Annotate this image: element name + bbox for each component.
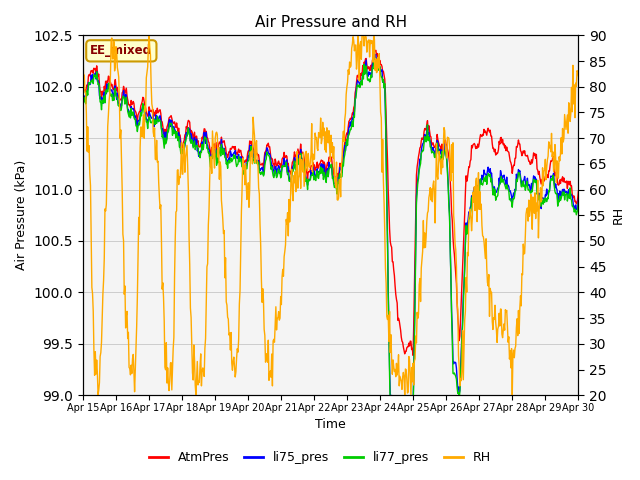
Bar — [83, 87, 579, 138]
Title: Air Pressure and RH: Air Pressure and RH — [255, 15, 406, 30]
Bar — [83, 190, 579, 241]
Bar — [83, 292, 579, 344]
Bar — [83, 344, 579, 395]
Legend: AtmPres, li75_pres, li77_pres, RH: AtmPres, li75_pres, li77_pres, RH — [144, 446, 496, 469]
Y-axis label: RH: RH — [612, 206, 625, 224]
Bar — [83, 138, 579, 190]
Text: EE_mixed: EE_mixed — [90, 44, 152, 57]
Bar — [83, 241, 579, 292]
Bar — [83, 36, 579, 87]
Y-axis label: Air Pressure (kPa): Air Pressure (kPa) — [15, 160, 28, 270]
X-axis label: Time: Time — [316, 419, 346, 432]
